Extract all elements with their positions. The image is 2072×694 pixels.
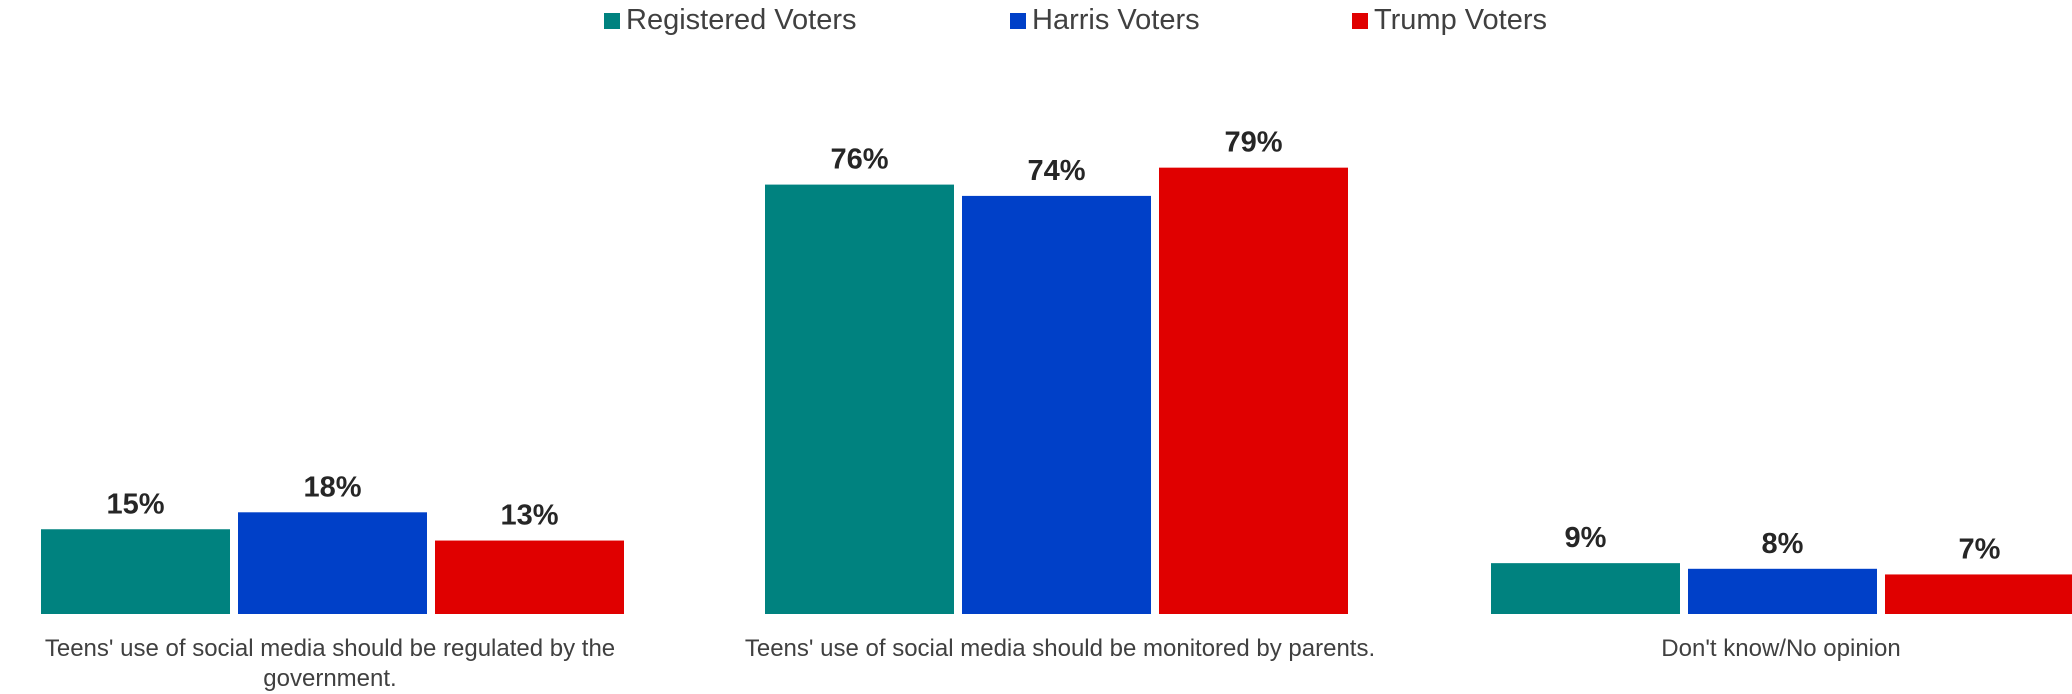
- data-label-harris-monitored: 74%: [1027, 155, 1085, 187]
- legend-swatch-harris: [1010, 12, 1026, 29]
- bar-harris-monitored: [962, 195, 1151, 614]
- bar-harris-regulated: [238, 512, 427, 614]
- category-label-regulated: Teens' use of social media should be reg…: [44, 635, 616, 692]
- legend-item-registered-voters: Registered Voters: [604, 4, 857, 37]
- data-label-trump-dont-know: 7%: [1959, 533, 2001, 565]
- category-label-monitored: Teens' use of social media should be mon…: [744, 635, 1376, 662]
- bar-harris-dont-know: [1688, 568, 1877, 614]
- legend-label-harris: Harris Voters: [1032, 4, 1200, 36]
- data-label-trump-regulated: 13%: [500, 500, 558, 532]
- legend-swatch-registered: [604, 12, 620, 29]
- legend-item-trump-voters: Trump Voters: [1352, 4, 1547, 37]
- data-label-trump-monitored: 79%: [1224, 127, 1282, 159]
- legend-item-harris-voters: Harris Voters: [1010, 4, 1200, 37]
- legend-label-registered: Registered Voters: [626, 4, 857, 36]
- legend-label-trump: Trump Voters: [1374, 4, 1547, 36]
- legend: Registered Voters Harris Voters Trump Vo…: [0, 4, 2072, 44]
- bar-trump-dont-know: [1885, 574, 2072, 614]
- data-label-registered-dont-know: 9%: [1565, 522, 1607, 554]
- bar-registered-regulated: [41, 529, 230, 614]
- category-label-dont-know: Don't know/No opinion: [1661, 635, 1901, 662]
- data-label-harris-regulated: 18%: [303, 471, 361, 503]
- data-label-harris-dont-know: 8%: [1762, 528, 1804, 560]
- bar-registered-monitored: [765, 184, 954, 614]
- bar-registered-dont-know: [1491, 563, 1680, 614]
- bar-trump-regulated: [435, 540, 624, 614]
- data-label-registered-monitored: 76%: [830, 144, 888, 176]
- legend-swatch-trump: [1352, 12, 1368, 29]
- data-label-registered-regulated: 15%: [106, 488, 164, 520]
- bar-trump-monitored: [1159, 167, 1348, 614]
